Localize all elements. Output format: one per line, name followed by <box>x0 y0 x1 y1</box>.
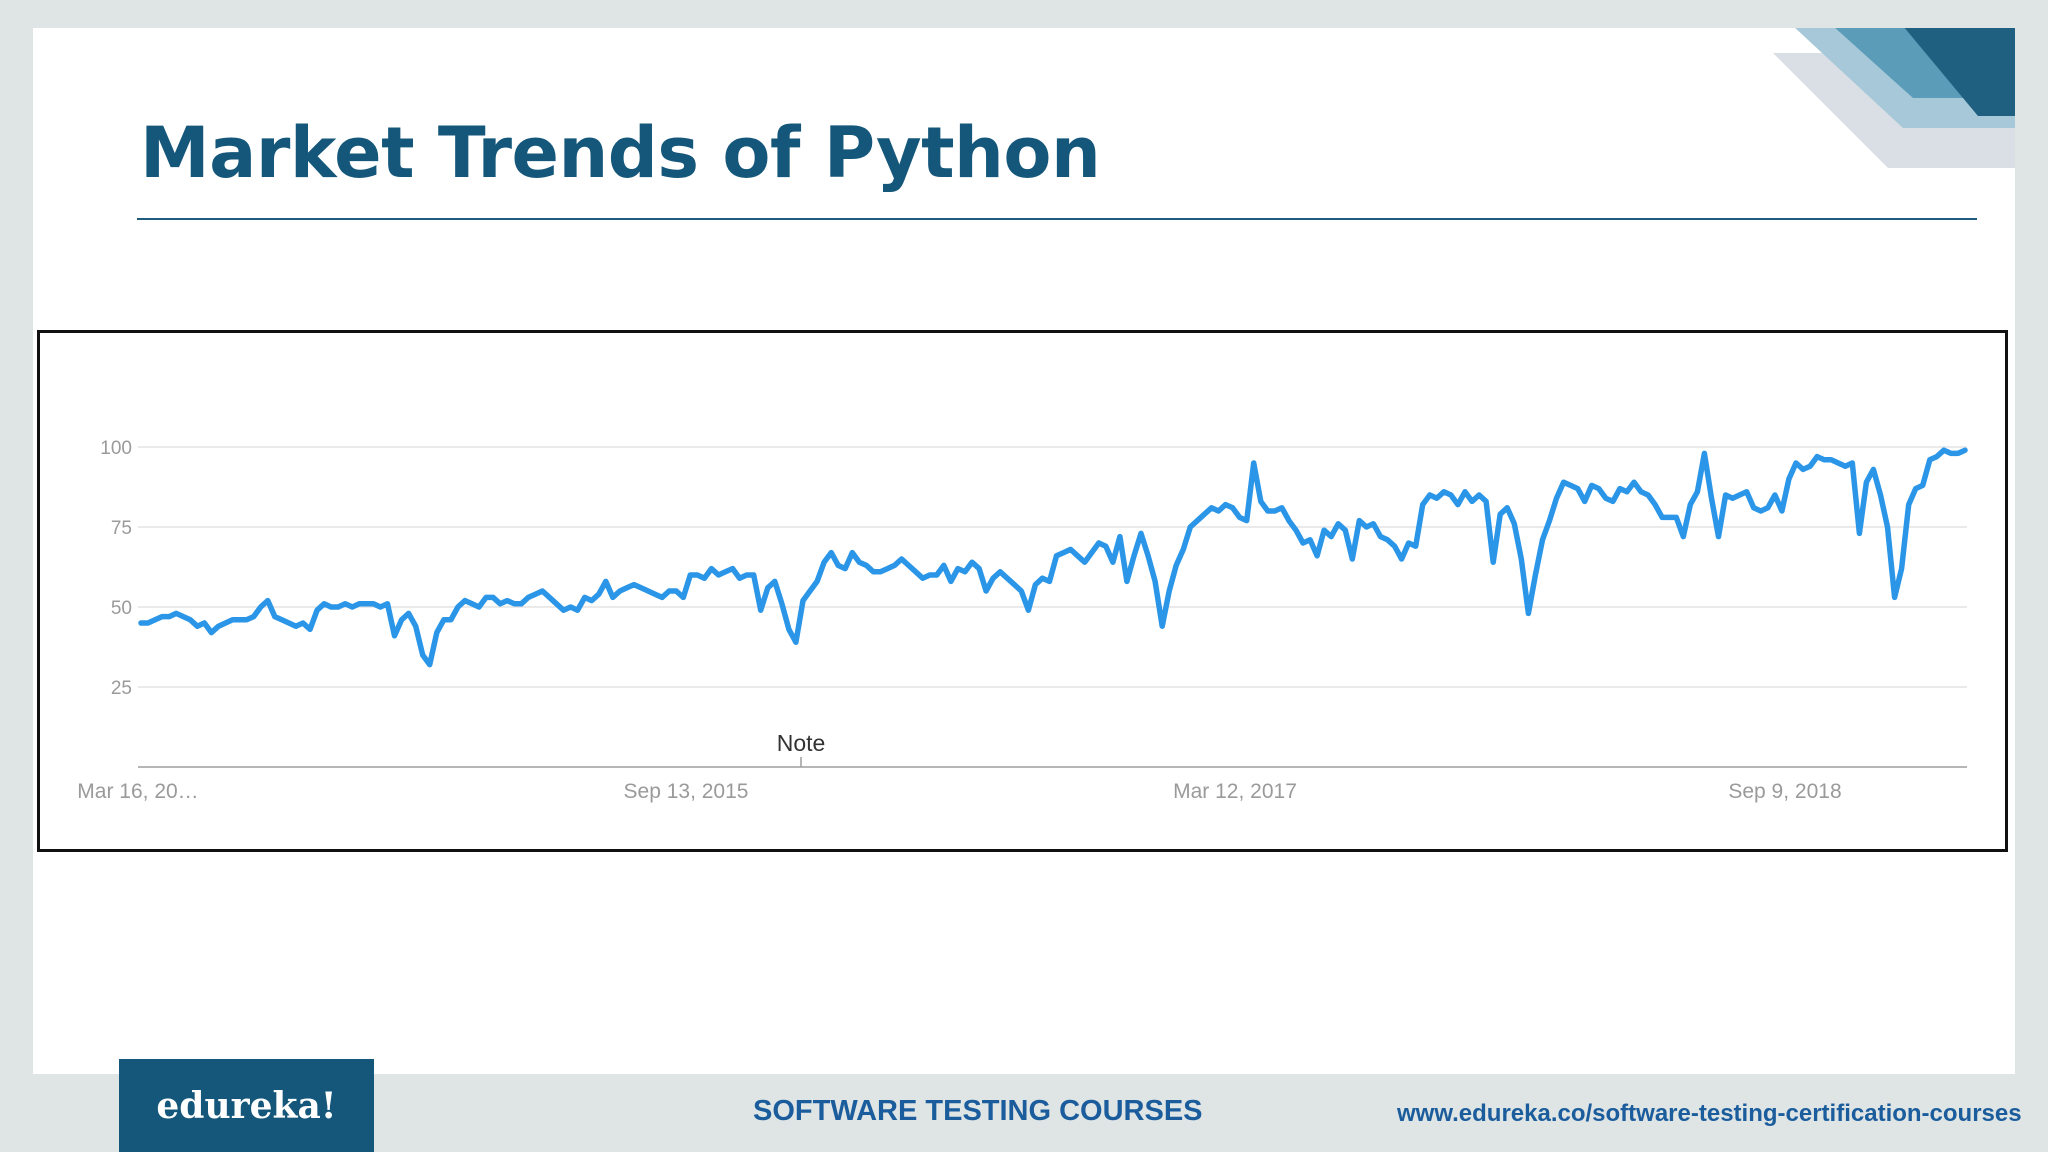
title-divider <box>137 218 1977 220</box>
y-tick-label: 50 <box>111 598 132 619</box>
footer-url[interactable]: www.edureka.co/software-testing-certific… <box>1397 1100 2022 1127</box>
x-tick-label: Mar 16, 20… <box>77 780 198 803</box>
footer-course-title: SOFTWARE TESTING COURSES <box>753 1095 1203 1127</box>
slide-title: Market Trends of Python <box>140 112 1101 194</box>
x-tick-label: Sep 9, 2018 <box>1728 780 1841 803</box>
y-tick-label: 75 <box>111 518 132 539</box>
chart-frame: 100 75 50 25 Mar 16, 20… Sep 13, 2015 Mar 12, … <box>37 330 2008 852</box>
y-tick-label: 100 <box>100 438 132 459</box>
x-tick-label: Mar 12, 2017 <box>1173 780 1297 803</box>
trend-chart: 100 75 50 25 Mar 16, 20… Sep 13, 2015 Mar 12, … <box>77 438 1968 803</box>
edureka-logo: edureka! <box>119 1059 374 1152</box>
y-tick-label: 25 <box>111 678 132 699</box>
note-label: Note <box>777 730 826 756</box>
x-tick-label: Sep 13, 2015 <box>624 780 749 803</box>
series-line <box>138 447 1968 668</box>
corner-decoration <box>1773 28 2015 168</box>
